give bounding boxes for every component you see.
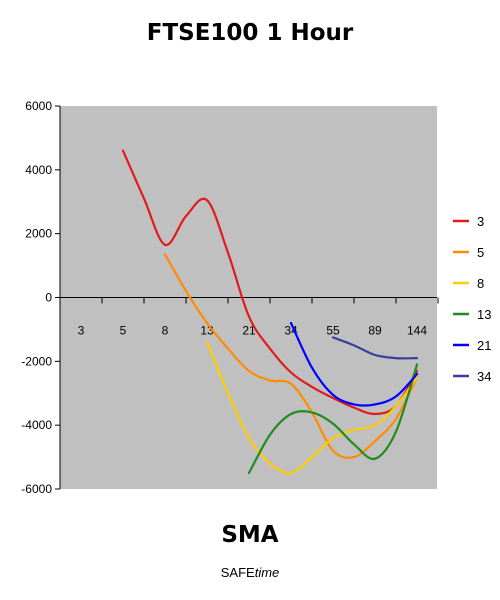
chart-subtitle: SAFEtime — [0, 565, 500, 580]
legend: 3 5 8 13 21 34 — [453, 214, 491, 384]
x-axis: 3 5 8 13 21 34 55 89 144 — [59, 297, 439, 338]
series-line-8 — [205, 341, 419, 475]
y-tick-label: 6000 — [25, 99, 52, 113]
x-tick-label: 144 — [407, 324, 427, 338]
x-tick-label: 5 — [120, 324, 127, 338]
legend-label: 5 — [477, 245, 484, 260]
x-tick-label: 34 — [284, 324, 298, 338]
y-tick-label: -2000 — [21, 354, 52, 368]
y-tick-label: -6000 — [21, 482, 52, 496]
y-tick-label: 0 — [45, 291, 52, 305]
x-tick-label: 55 — [326, 324, 340, 338]
x-tick-label: 8 — [162, 324, 169, 338]
y-tick-label: 4000 — [25, 163, 52, 177]
y-tick-label: -4000 — [21, 418, 52, 432]
series-group — [121, 149, 419, 475]
subtitle-italic: time — [254, 565, 280, 580]
subtitle-plain: SAFE — [220, 565, 255, 580]
legend-label: 34 — [477, 369, 491, 384]
legend-label: 8 — [477, 276, 484, 291]
x-tick-label: 21 — [242, 324, 256, 338]
chart-title: FTSE100 1 Hour — [146, 20, 354, 46]
series-line-5 — [163, 253, 419, 459]
legend-label: 13 — [477, 307, 491, 322]
series-line-21 — [289, 321, 419, 407]
x-axis-title: SMA — [221, 522, 279, 548]
legend-label: 21 — [477, 338, 491, 353]
x-tick-label: 89 — [368, 324, 382, 338]
series-line-34 — [331, 336, 419, 360]
series-line-3 — [121, 149, 419, 416]
y-axis: -6000 -4000 -2000 0 2000 4000 6000 — [21, 99, 61, 496]
y-tick-label: 2000 — [25, 227, 52, 241]
x-tick-label: 3 — [78, 324, 85, 338]
series-line-13 — [247, 363, 419, 475]
legend-label: 3 — [477, 214, 484, 229]
